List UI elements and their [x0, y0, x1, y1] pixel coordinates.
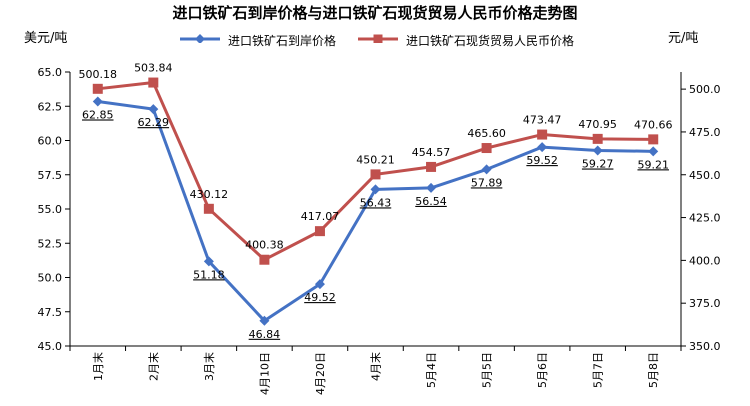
series-2-data-label: 470.95: [578, 118, 617, 131]
series-1-data-label: 57.89: [471, 176, 503, 189]
series-2-point: [648, 134, 659, 145]
series-1-data-label: 59.27: [582, 158, 614, 171]
series-2-data-label: 454.57: [412, 146, 451, 159]
series-2-point: [314, 226, 325, 237]
left-tick-label: 50.0: [38, 272, 63, 285]
series-1-point: [92, 96, 103, 107]
legend-label-series-1: 进口铁矿石到岸价格: [228, 34, 337, 48]
series-2-point: [259, 254, 270, 265]
right-tick-label: 375.0: [689, 297, 721, 310]
series-2-point: [148, 77, 159, 88]
series-1-point: [314, 279, 325, 290]
series-2-data-label: 473.47: [523, 114, 562, 127]
x-tick-label: 3月末: [202, 352, 216, 381]
left-tick-label: 47.5: [38, 306, 63, 319]
left-tick-label: 57.5: [38, 169, 63, 182]
series-1-point: [259, 315, 270, 326]
series-1-data-label: 56.43: [360, 196, 392, 209]
series-1-data-label: 51.18: [193, 268, 225, 281]
right-tick-label: 425.0: [689, 212, 721, 225]
right-tick-label: 450.0: [689, 169, 721, 182]
left-tick-label: 55.0: [38, 203, 63, 216]
left-axis-unit: 美元/吨: [24, 31, 68, 46]
series-2-data-label: 450.21: [356, 153, 395, 166]
series-2-point: [592, 133, 603, 144]
left-tick-label: 45.0: [38, 340, 63, 353]
series-2-point: [481, 143, 492, 154]
series-1-point: [370, 184, 381, 195]
series-1-point: [481, 164, 492, 175]
series-2-point: [537, 129, 548, 140]
series-1-point: [648, 146, 659, 157]
x-tick-label: 5月7日: [592, 352, 605, 388]
right-tick-label: 350.0: [689, 340, 721, 353]
left-tick-label: 60.0: [38, 135, 63, 148]
right-tick-label: 475.0: [689, 126, 721, 139]
right-axis-unit: 元/吨: [668, 31, 699, 46]
series-2-data-label: 417.07: [301, 210, 340, 223]
series-1-point: [537, 142, 548, 153]
x-tick-label: 5月8日: [647, 352, 660, 388]
x-tick-label: 5月6日: [536, 352, 549, 388]
series-1-data-label: 62.85: [82, 108, 114, 121]
legend-swatch-series-2: [358, 34, 398, 43]
series-1-point: [592, 145, 603, 156]
series-1-data-label: 59.21: [637, 158, 669, 171]
x-tick-label: 4月末: [369, 352, 383, 381]
right-tick-label: 500.0: [689, 83, 721, 96]
series-1-data-label: 59.52: [526, 154, 558, 167]
series-2-data-label: 465.60: [467, 127, 506, 140]
chart-title: 进口铁矿石到岸价格与进口铁矿石现货贸易人民币价格走势图: [172, 4, 578, 22]
left-tick-label: 62.5: [38, 100, 63, 113]
series-1-data-label: 56.54: [415, 195, 447, 208]
series-2-data-label: 400.38: [245, 239, 284, 252]
series-line-1: [97, 99, 654, 323]
x-tick-label: 5月4日: [425, 352, 438, 388]
x-tick-label: 4月10日: [258, 352, 271, 395]
x-tick-label: 1月末: [91, 352, 105, 381]
series-2-point: [426, 161, 437, 172]
series-1-data-label: 62.29: [138, 116, 170, 129]
right-tick-label: 400.0: [689, 254, 721, 267]
series-2-data-label: 503.84: [134, 62, 173, 75]
left-tick-label: 52.5: [38, 237, 63, 250]
series-2-data-label: 430.12: [190, 188, 229, 201]
series-2-data-label: 500.18: [79, 68, 118, 81]
series-2-point: [92, 83, 103, 94]
series-1-point: [148, 104, 159, 115]
x-tick-label: 5月5日: [481, 352, 494, 388]
x-tick-label: 4月20日: [314, 352, 327, 395]
x-tick-label: 2月末: [146, 352, 160, 381]
legend-label-series-2: 进口铁矿石现货贸易人民币价格: [406, 34, 575, 48]
series-1-data-label: 49.52: [304, 291, 336, 304]
series-1-point: [426, 182, 437, 193]
series-1-data-label: 46.84: [249, 328, 281, 341]
legend-swatch-series-1: [180, 34, 220, 43]
series-2-point: [203, 203, 214, 214]
series-2-point: [370, 169, 381, 180]
series-2-data-label: 470.66: [634, 118, 673, 131]
series-1-point: [203, 256, 214, 267]
left-tick-label: 65.0: [38, 66, 63, 79]
